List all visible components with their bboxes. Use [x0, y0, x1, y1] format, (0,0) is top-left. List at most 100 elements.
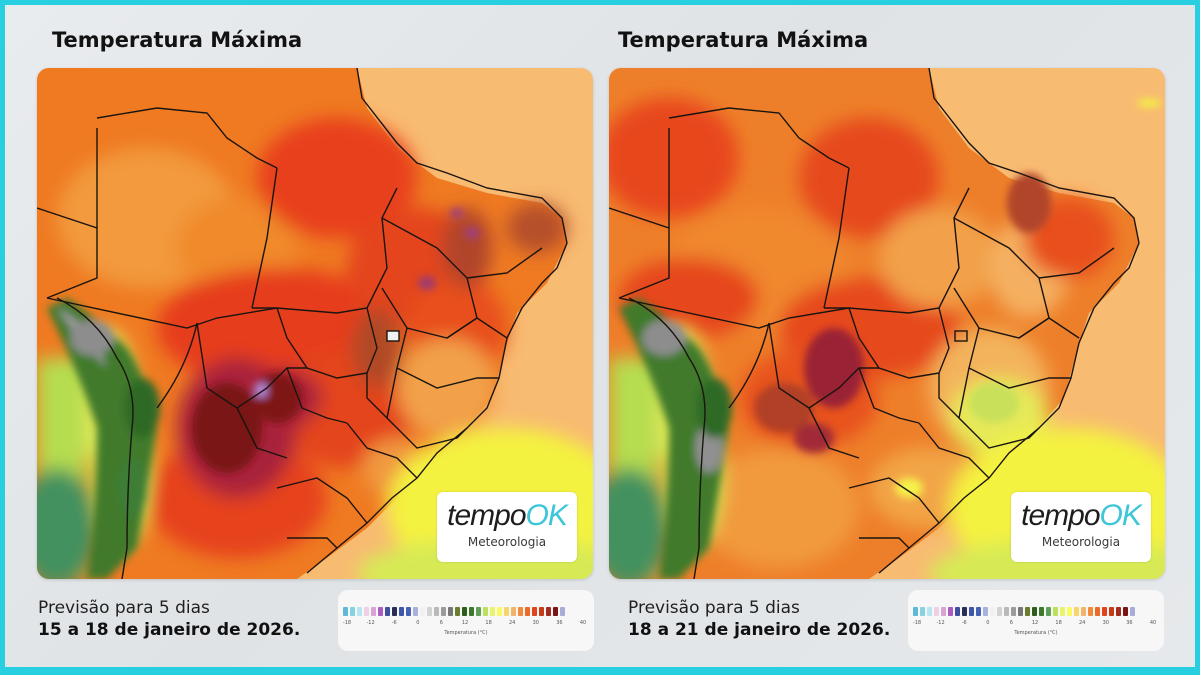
- infographic-frame: Temperatura Máxima: [5, 5, 1195, 667]
- legend-swatch: [406, 607, 411, 616]
- legend-tick-label: 18: [1055, 620, 1062, 626]
- legend-tick-label: 40: [1149, 620, 1157, 626]
- legend-ticks: -18 -12 -6 0 6 12 18 24 30 36 40: [343, 620, 589, 628]
- legend-swatch: [1060, 607, 1065, 616]
- legend-swatch: [511, 607, 516, 616]
- tempook-logo-left: tempoOK Meteorologia: [437, 492, 577, 562]
- legend-swatch: [518, 607, 523, 616]
- logo-subtitle: Meteorologia: [467, 535, 547, 549]
- legend-swatch: [1081, 607, 1086, 616]
- legend-swatch: [969, 607, 974, 616]
- legend-swatch: [350, 607, 355, 616]
- legend-swatch: [920, 607, 925, 616]
- legend-swatch: [490, 607, 495, 616]
- legend-tick-label: 30: [532, 620, 539, 626]
- legend-swatch: [1018, 607, 1023, 616]
- legend-swatch: [441, 607, 446, 616]
- legend-swatch: [434, 607, 439, 616]
- panel-title-right: Temperatura Máxima: [618, 28, 869, 52]
- legend-swatch: [399, 607, 404, 616]
- legend-swatch: [378, 607, 383, 616]
- legend-swatch: [357, 607, 362, 616]
- legend-swatch: [948, 607, 953, 616]
- legend-tick-label: -18: [342, 620, 352, 626]
- legend-tick-label: 6: [1009, 620, 1013, 626]
- caption-right: Previsão para 5 dias 18 a 21 de janeiro …: [628, 597, 890, 641]
- legend-swatch: [962, 607, 967, 616]
- caption-forecast-label: Previsão para 5 dias: [628, 598, 800, 618]
- logo-subtitle: Meteorologia: [1041, 535, 1121, 549]
- legend-swatch: [469, 607, 474, 616]
- logo-word-tempo: tempo: [1021, 499, 1100, 532]
- state-borders: [609, 68, 1140, 579]
- legend-tick-label: 24: [1079, 620, 1086, 626]
- legend-swatch: [1039, 607, 1044, 616]
- temperature-map-right: tempoOK Meteorologia: [609, 68, 1165, 579]
- legend-swatch: [1123, 607, 1128, 616]
- legend-swatch: [1109, 607, 1114, 616]
- legend-swatch: [976, 607, 981, 616]
- legend-tick-label: -6: [961, 620, 967, 626]
- legend-swatch: [448, 607, 453, 616]
- legend-swatch: [504, 607, 509, 616]
- legend-left: -18 -12 -6 0 6 12 18 24 30 36 40 Temperatura (°C): [338, 590, 594, 651]
- legend-swatch: [476, 607, 481, 616]
- legend-swatch: [934, 607, 939, 616]
- legend-swatch: [1025, 607, 1030, 616]
- state-borders: [37, 68, 568, 579]
- legend-swatch: [539, 607, 544, 616]
- legend-swatch: [941, 607, 946, 616]
- legend-tick-label: 18: [485, 620, 492, 626]
- legend-right: -18 -12 -6 0 6 12 18 24 30 36 40 Temperatura (°C): [908, 590, 1164, 651]
- legend-tick-label: 24: [509, 620, 516, 626]
- legend-swatch: [483, 607, 488, 616]
- legend-swatches: [343, 607, 565, 616]
- legend-tick-label: -6: [391, 620, 397, 626]
- legend-swatch: [1130, 607, 1135, 616]
- caption-date-range: 15 a 18 de janeiro de 2026.: [38, 620, 301, 640]
- legend-swatch: [1102, 607, 1107, 616]
- legend-tick-label: 30: [1102, 620, 1109, 626]
- logo-word-ok: OK: [525, 499, 568, 532]
- legend-tick-label: 12: [461, 620, 469, 626]
- legend-swatch: [546, 607, 551, 616]
- legend-swatch: [343, 607, 348, 616]
- legend-tick-label: 40: [579, 620, 587, 626]
- caption-forecast-label: Previsão para 5 dias: [38, 598, 210, 618]
- legend-swatch: [392, 607, 397, 616]
- legend-swatch: [560, 607, 565, 616]
- caption-left: Previsão para 5 dias 15 a 18 de janeiro …: [38, 597, 300, 641]
- legend-swatch: [1011, 607, 1016, 616]
- legend-ticks: -18 -12 -6 0 6 12 18 24 30 36 40: [913, 620, 1159, 628]
- legend-swatch: [1088, 607, 1093, 616]
- legend-swatch: [385, 607, 390, 616]
- legend-swatch: [983, 607, 988, 616]
- legend-swatch: [462, 607, 467, 616]
- legend-swatch: [997, 607, 1002, 616]
- legend-swatch: [1116, 607, 1121, 616]
- legend-swatch: [913, 607, 918, 616]
- legend-swatch: [1053, 607, 1058, 616]
- legend-swatch: [455, 607, 460, 616]
- legend-swatch: [427, 607, 432, 616]
- legend-swatch: [371, 607, 376, 616]
- legend-tick-label: 12: [1031, 620, 1039, 626]
- legend-title: Temperatura (°C): [1014, 630, 1058, 636]
- legend-tick-label: 0: [986, 620, 990, 626]
- legend-swatch: [525, 607, 530, 616]
- legend-swatch: [497, 607, 502, 616]
- legend-swatch: [1046, 607, 1051, 616]
- legend-tick-label: 36: [1126, 620, 1133, 626]
- legend-swatches: [913, 607, 1135, 616]
- legend-swatch: [1004, 607, 1009, 616]
- legend-swatch: [927, 607, 932, 616]
- legend-swatch: [1074, 607, 1079, 616]
- legend-swatch: [1032, 607, 1037, 616]
- tempook-logo-right: tempoOK Meteorologia: [1011, 492, 1151, 562]
- panel-title-left: Temperatura Máxima: [52, 28, 303, 52]
- legend-swatch: [1067, 607, 1072, 616]
- legend-tick-label: -18: [912, 620, 922, 626]
- legend-swatch: [1095, 607, 1100, 616]
- legend-swatch: [532, 607, 537, 616]
- legend-title: Temperatura (°C): [444, 630, 488, 636]
